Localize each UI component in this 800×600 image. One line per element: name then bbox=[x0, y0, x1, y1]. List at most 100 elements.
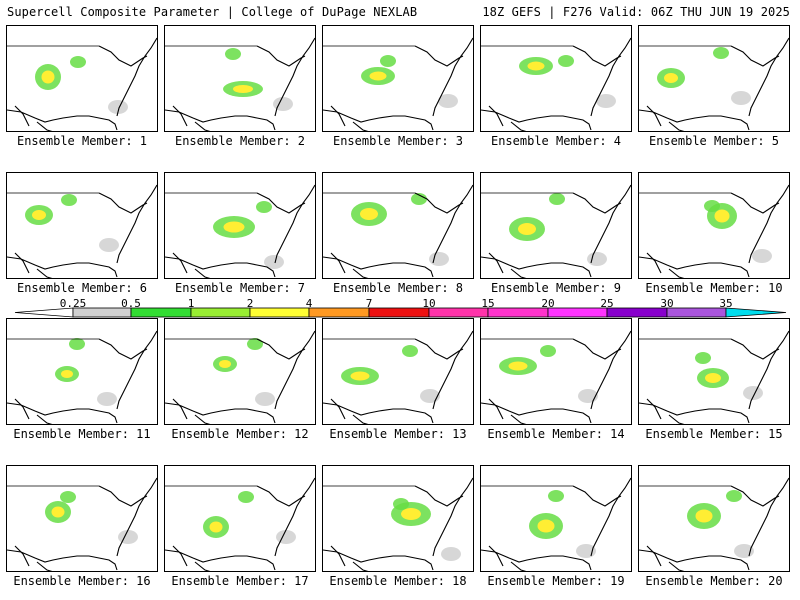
scp-contour-high bbox=[233, 85, 253, 93]
coastline bbox=[590, 184, 631, 264]
colorbar-segment bbox=[368, 307, 430, 318]
ensemble-member-label: Ensemble Member: 8 bbox=[332, 281, 464, 295]
ensemble-member-map bbox=[480, 172, 632, 279]
colorbar-upper-arrow bbox=[725, 307, 787, 318]
coastline bbox=[7, 256, 118, 278]
coastline bbox=[572, 45, 622, 67]
us-basemap bbox=[165, 184, 315, 278]
coastline bbox=[256, 485, 306, 507]
colorbar-segment bbox=[666, 307, 727, 318]
coastline bbox=[323, 402, 434, 424]
coastline bbox=[481, 549, 592, 571]
coastline bbox=[572, 192, 622, 214]
scp-contour-high bbox=[223, 221, 245, 233]
scp-contour bbox=[695, 352, 711, 364]
scp-contour bbox=[558, 55, 574, 67]
coastline bbox=[274, 184, 315, 264]
scp-contour bbox=[402, 345, 418, 357]
coastline bbox=[98, 338, 148, 360]
coastline bbox=[646, 105, 685, 131]
coastline bbox=[590, 477, 631, 557]
ensemble-member-map bbox=[6, 25, 158, 132]
us-basemap bbox=[481, 37, 631, 131]
ensemble-member-label: Ensemble Member: 10 bbox=[645, 281, 783, 295]
ensemble-member-label: Ensemble Member: 18 bbox=[329, 574, 467, 588]
coastline bbox=[274, 330, 315, 410]
scp-contour-high bbox=[369, 71, 387, 81]
coastline bbox=[14, 398, 53, 424]
ensemble-member-map bbox=[6, 172, 158, 279]
colorbar-segment bbox=[249, 307, 310, 318]
colorbar-tick-label: 4 bbox=[305, 297, 313, 310]
coastline bbox=[256, 192, 306, 214]
scp-contour-high bbox=[664, 73, 678, 83]
coastline bbox=[488, 105, 527, 131]
scp-contour bbox=[264, 255, 284, 269]
scp-contour bbox=[578, 389, 598, 403]
scp-contour-high bbox=[51, 506, 65, 518]
scp-contour-high bbox=[350, 371, 370, 381]
coastline bbox=[488, 545, 527, 571]
scp-contour-high bbox=[219, 360, 231, 368]
coastline bbox=[481, 402, 592, 424]
coastline bbox=[7, 549, 118, 571]
scp-contour bbox=[380, 55, 396, 67]
ensemble-member-map bbox=[6, 465, 158, 572]
scp-contour bbox=[438, 94, 458, 108]
coastline bbox=[330, 545, 369, 571]
scp-contour bbox=[256, 201, 272, 213]
scp-contour-high bbox=[518, 223, 536, 235]
scp-contour bbox=[70, 56, 86, 68]
ensemble-member-label: Ensemble Member: 15 bbox=[645, 427, 783, 441]
scp-contour bbox=[752, 249, 772, 263]
ensemble-member-map bbox=[322, 25, 474, 132]
ensemble-member-label: Ensemble Member: 2 bbox=[174, 134, 306, 148]
coastline bbox=[432, 37, 473, 117]
ensemble-member-map bbox=[6, 318, 158, 425]
coastline bbox=[172, 545, 211, 571]
coastline bbox=[256, 338, 306, 360]
colorbar-tick-label: 1 bbox=[187, 297, 195, 310]
ensemble-member-label: Ensemble Member: 19 bbox=[487, 574, 625, 588]
scp-contour bbox=[704, 200, 720, 212]
colorbar-tick-label: 10 bbox=[422, 297, 436, 310]
coastline bbox=[323, 549, 434, 571]
scp-contour bbox=[420, 389, 440, 403]
coastline bbox=[748, 477, 789, 557]
us-basemap bbox=[639, 330, 789, 424]
coastline bbox=[639, 109, 750, 131]
colorbar-segment bbox=[606, 307, 668, 318]
coastline bbox=[748, 37, 789, 117]
colorbar-tick-label: 35 bbox=[719, 297, 733, 310]
ensemble-member-label: Ensemble Member: 12 bbox=[171, 427, 309, 441]
coastline bbox=[274, 37, 315, 117]
coastline bbox=[98, 45, 148, 67]
coastline bbox=[481, 109, 592, 131]
coastline bbox=[14, 545, 53, 571]
coastline bbox=[730, 338, 780, 360]
ensemble-member-label: Ensemble Member: 14 bbox=[487, 427, 625, 441]
scp-contour-high bbox=[508, 361, 528, 371]
us-basemap bbox=[7, 477, 157, 571]
scp-contour bbox=[60, 491, 76, 503]
scp-contour bbox=[108, 100, 128, 114]
ensemble-member-map bbox=[638, 318, 790, 425]
scp-contour bbox=[61, 194, 77, 206]
coastline bbox=[165, 549, 276, 571]
coastline bbox=[7, 402, 118, 424]
scp-contour bbox=[548, 490, 564, 502]
us-basemap bbox=[7, 37, 157, 131]
scp-contour bbox=[225, 48, 241, 60]
us-basemap bbox=[481, 184, 631, 278]
us-basemap bbox=[323, 330, 473, 424]
scp-contour bbox=[743, 386, 763, 400]
scp-contour bbox=[393, 498, 409, 510]
scp-contour bbox=[238, 491, 254, 503]
coastline bbox=[646, 252, 685, 278]
us-basemap bbox=[165, 330, 315, 424]
colorbar-segment bbox=[428, 307, 489, 318]
ensemble-member-label: Ensemble Member: 5 bbox=[648, 134, 780, 148]
coastline bbox=[256, 45, 306, 67]
ensemble-member-label: Ensemble Member: 3 bbox=[332, 134, 464, 148]
coastline bbox=[748, 330, 789, 410]
